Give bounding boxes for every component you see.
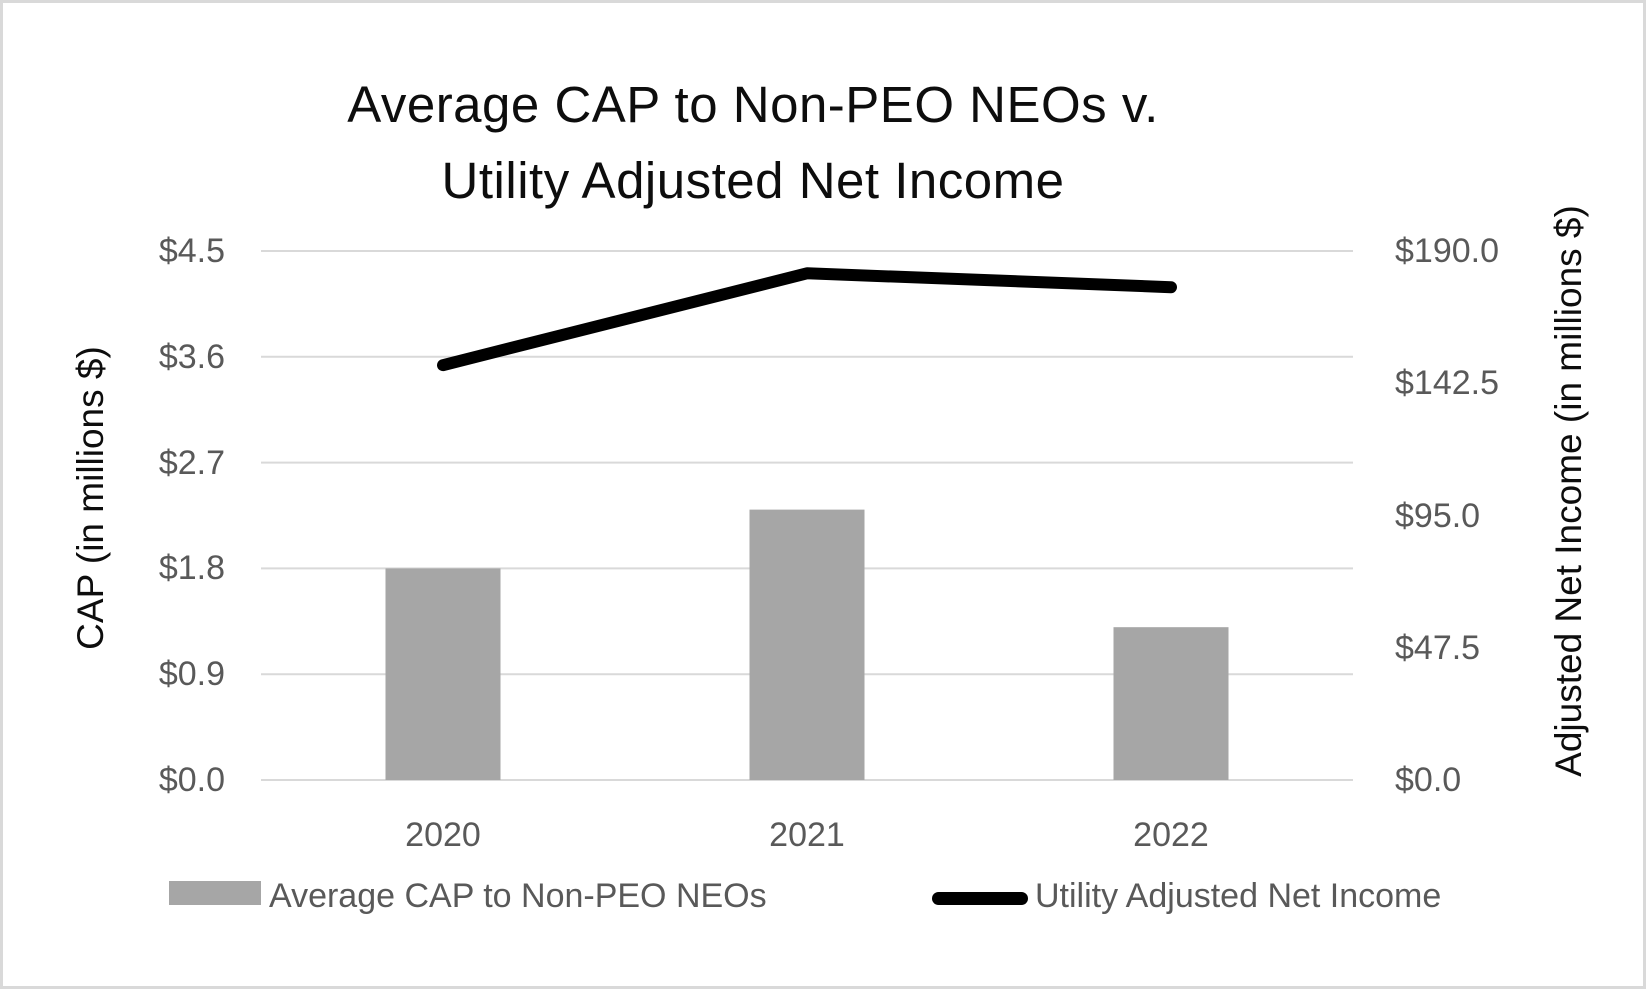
bar-2021: [749, 509, 865, 780]
right-axis-tick: $190.0: [1395, 232, 1499, 270]
left-axis-tick: $2.7: [158, 443, 225, 482]
x-axis-label: 2022: [1133, 816, 1209, 854]
legend-bar-swatch: [169, 881, 261, 905]
left-axis-tick: $4.5: [158, 232, 225, 270]
plot-area: [261, 250, 1353, 781]
chart-title-line2: Utility Adjusted Net Income: [441, 152, 1065, 209]
left-axis-tick: $3.6: [158, 337, 225, 376]
left-axis-tick: $0.9: [158, 655, 225, 694]
bar-2022: [1113, 627, 1229, 780]
chart-title: Average CAP to Non-PEO NEOs v. Utility A…: [3, 67, 1503, 219]
left-axis-title: CAP (in millions $): [70, 346, 111, 650]
left-axis-tick: $0.0: [158, 761, 225, 799]
legend-line-swatch: [932, 892, 1028, 905]
right-axis-tick: $95.0: [1395, 496, 1481, 535]
left-axis-tick: $1.8: [158, 549, 225, 588]
chart-title-line1: Average CAP to Non-PEO NEOs v.: [347, 76, 1159, 133]
right-axis-tick: $142.5: [1395, 364, 1499, 403]
x-axis-label: 2021: [769, 816, 845, 854]
legend-label-bar: Average CAP to Non-PEO NEOs: [269, 877, 767, 915]
x-axis-label: 2020: [405, 816, 481, 854]
legend-label-line: Utility Adjusted Net Income: [1035, 877, 1442, 915]
bar-2020: [385, 568, 501, 780]
right-axis-tick: $47.5: [1395, 628, 1481, 667]
trend-line: [437, 267, 1177, 372]
right-axis-tick: $0.0: [1395, 761, 1462, 799]
